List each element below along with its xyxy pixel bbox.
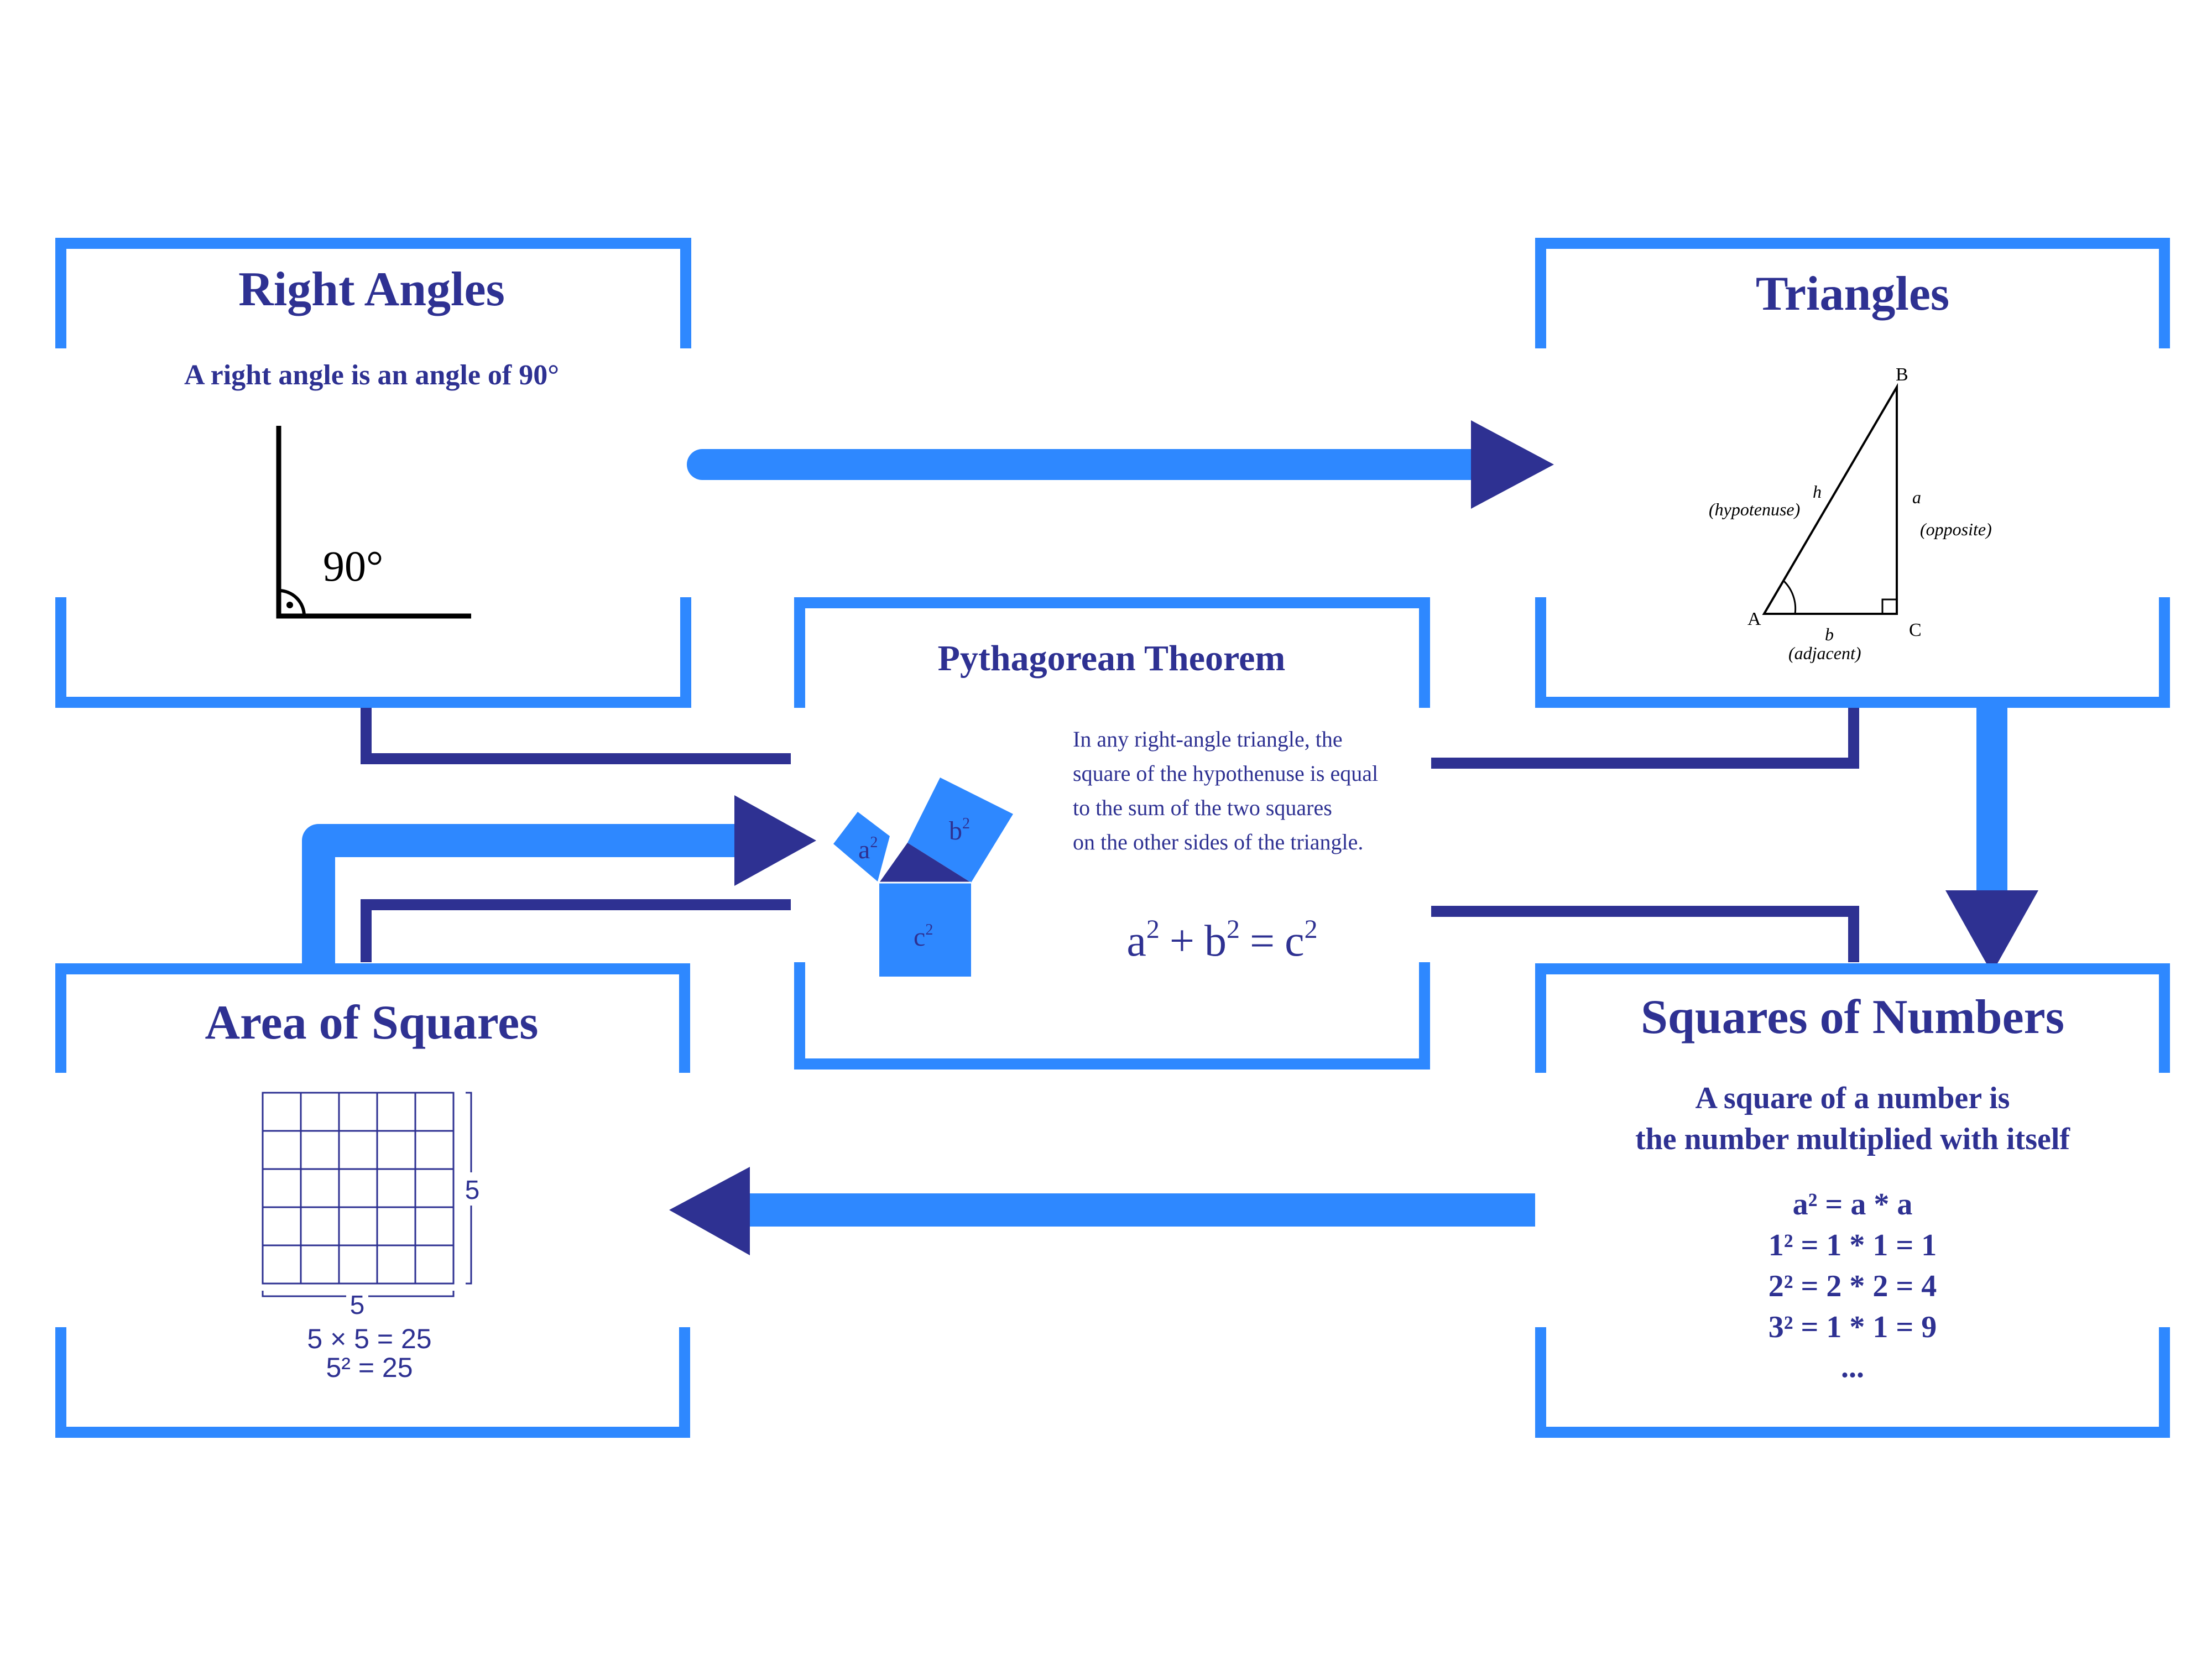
triangle-side-h: h (1813, 482, 1822, 502)
frame-right-angles-bottom (55, 597, 691, 708)
area-calculation-line-2: 5² = 25 (326, 1352, 413, 1383)
frame-right-angles-top (55, 238, 691, 348)
arrow-area-to-theorem (302, 795, 816, 969)
squares-formula-list: a² = a * a 1² = 1 * 1 = 1 2² = 2 * 2 = 4… (1768, 1187, 1937, 1384)
triangle-vertex-c: C (1909, 620, 1922, 640)
squares-formula-5: ... (1841, 1350, 1864, 1384)
area-dimension-lines (262, 1092, 472, 1297)
triangle-angle-arc-a (1782, 580, 1797, 614)
arrow-head-right (1471, 420, 1554, 509)
squares-formula-3: 2² = 2 * 2 = 4 (1768, 1269, 1937, 1303)
frame-theorem-bottom (794, 962, 1430, 1070)
triangle-vertex-b: B (1896, 364, 1908, 385)
theorem-text-line-4: on the other sides of the triangle. (1073, 830, 1363, 854)
square-b-label: b2 (949, 815, 970, 846)
connector-lines (361, 708, 1859, 962)
triangle-side-a: a (1912, 487, 1921, 507)
triangle-opposite-label: (opposite) (1920, 519, 1992, 539)
squares-formula-1: a² = a * a (1793, 1187, 1913, 1222)
area-side-bottom-label: 5 (350, 1291, 365, 1320)
triangle-vertex-a: A (1747, 609, 1761, 629)
box-area-of-squares: Area of Squares 5 5 5 × 5 = 25 5² = 25 (205, 996, 539, 1383)
triangle-figure: A B C h (hypotenuse) a (opposite) b (adj… (1709, 364, 1992, 663)
arrow-right-angles-to-triangles (687, 420, 1554, 509)
frame-area-bottom (55, 1327, 690, 1438)
triangles-title: Triangles (1756, 267, 1949, 321)
frame-theorem-top (794, 597, 1430, 708)
connector-right-angles-to-theorem (361, 708, 791, 764)
area-title: Area of Squares (205, 996, 539, 1050)
theorem-text-line-3: to the sum of the two squares (1073, 795, 1332, 820)
triangle-side-b: b (1825, 624, 1834, 644)
arrow-head-left (669, 1167, 750, 1255)
center-triangle (879, 843, 971, 883)
theorem-formula: a2 + b2 = c2 (1126, 915, 1317, 966)
angle-label: 90° (323, 542, 383, 590)
right-angle-arc (278, 589, 306, 617)
area-side-right-bg (462, 1172, 480, 1206)
arrow-head-right-2 (734, 795, 816, 886)
frame-squares-bottom (1535, 1327, 2170, 1438)
arrow-squares-to-area (669, 1167, 1535, 1255)
squares-formula-2: 1² = 1 * 1 = 1 (1768, 1228, 1937, 1262)
right-angle-figure: 90° (276, 426, 471, 619)
box-frames (55, 238, 2170, 1438)
square-a (833, 812, 890, 881)
frame-area-top (55, 963, 690, 1073)
box-pythagorean-theorem: Pythagorean Theorem In any right-angle t… (833, 638, 1378, 977)
connector-area-to-theorem (361, 899, 791, 962)
square-a-label: a2 (858, 834, 878, 864)
square-b (907, 778, 1013, 883)
square-c-label: c2 (914, 921, 933, 952)
box-squares-of-numbers: Squares of Numbers A square of a number … (1635, 990, 2070, 1384)
theorem-text-line-1: In any right-angle triangle, the (1073, 727, 1343, 752)
right-angle-dot (286, 602, 293, 608)
theorem-title: Pythagorean Theorem (938, 638, 1286, 679)
square-c (879, 883, 971, 977)
area-side-right-label: 5 (465, 1176, 480, 1205)
area-calculation-line-1: 5 × 5 = 25 (307, 1323, 431, 1354)
connector-squares-to-theorem (1431, 906, 1859, 962)
box-triangles: Triangles A B C h (hypotenuse) a (opposi… (1709, 267, 1992, 663)
squares-description-line-1: A square of a number is (1695, 1081, 2010, 1115)
frame-triangles-top (1535, 238, 2170, 348)
triangle-right-angle-mark (1881, 598, 1898, 615)
triangle-adjacent-label: (adjacent) (1788, 643, 1861, 663)
theorem-description: In any right-angle triangle, the square … (1073, 727, 1378, 854)
frame-triangles-bottom (1535, 597, 2170, 708)
squares-formula-4: 3² = 1 * 1 = 9 (1768, 1310, 1937, 1344)
right-angles-description: A right angle is an angle of 90° (184, 359, 559, 391)
arrow-triangles-to-squares (1945, 708, 2038, 973)
squares-title: Squares of Numbers (1641, 990, 2064, 1044)
frame-squares-top (1535, 963, 2170, 1073)
right-angles-title: Right Angles (238, 263, 505, 316)
arrow-head-down (1945, 890, 2038, 973)
squares-description-line-2: the number multiplied with itself (1635, 1122, 2070, 1156)
area-grid (262, 1092, 455, 1285)
area-side-bottom-bg (346, 1287, 368, 1307)
pythagoras-squares-figure: a2 b2 c2 (833, 778, 1013, 977)
triangle-hypotenuse-label: (hypotenuse) (1709, 499, 1800, 519)
box-right-angles: Right Angles A right angle is an angle o… (184, 263, 559, 619)
connector-triangles-to-theorem (1431, 708, 1859, 769)
theorem-text-line-2: square of the hypothenuse is equal (1073, 761, 1378, 786)
